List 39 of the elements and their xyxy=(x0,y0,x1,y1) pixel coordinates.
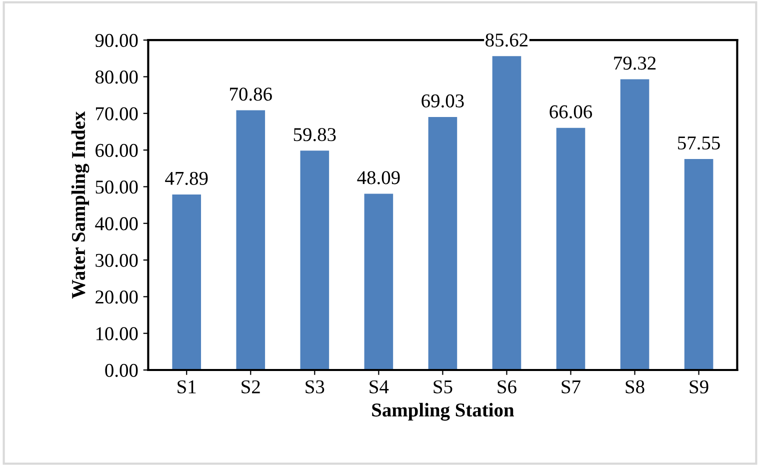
y-tick-label: 70.00 xyxy=(96,107,138,120)
data-label: 47.89 xyxy=(165,172,208,186)
x-tick-label: S6 xyxy=(498,380,516,394)
x-tick-label: S1 xyxy=(178,380,196,394)
x-tick-label: S9 xyxy=(690,380,708,394)
x-tick-label: S7 xyxy=(562,380,580,394)
data-label: 57.55 xyxy=(678,136,720,150)
y-axis-title: Water Sampling Index xyxy=(71,111,90,299)
data-label: 59.83 xyxy=(294,128,336,142)
y-tick-label: 40.00 xyxy=(95,217,138,230)
y-tick-label: 80.00 xyxy=(95,70,138,84)
data-label: 70.86 xyxy=(230,88,272,101)
y-tick-label: 60.00 xyxy=(96,144,138,158)
bar xyxy=(492,56,522,370)
y-tick-label: 90.00 xyxy=(95,34,138,48)
bar xyxy=(236,110,266,370)
data-label: 69.03 xyxy=(422,94,464,108)
y-tick-label: 50.00 xyxy=(96,180,138,194)
x-tick-label: S2 xyxy=(242,380,260,394)
x-tick-label: S3 xyxy=(306,380,324,394)
data-label: 66.06 xyxy=(550,105,592,118)
x-tick-label: S4 xyxy=(370,380,389,394)
data-label: 79.32 xyxy=(614,56,656,70)
x-tick-label: S8 xyxy=(626,380,644,394)
bar xyxy=(556,128,586,370)
data-label: 85.62 xyxy=(486,34,528,47)
y-tick-label: 0.00 xyxy=(105,364,138,378)
bar xyxy=(300,150,330,370)
x-axis-title: Sampling Station xyxy=(372,402,514,421)
bar xyxy=(684,159,714,370)
data-label: 48.09 xyxy=(357,171,400,184)
bar xyxy=(364,194,394,370)
x-tick-label: S5 xyxy=(434,380,452,394)
y-tick-label: 30.00 xyxy=(96,254,138,268)
y-tick-label: 10.00 xyxy=(96,327,138,340)
bar xyxy=(172,194,202,370)
bar xyxy=(620,79,650,370)
bar xyxy=(428,116,458,370)
y-tick-label: 20.00 xyxy=(96,290,138,304)
